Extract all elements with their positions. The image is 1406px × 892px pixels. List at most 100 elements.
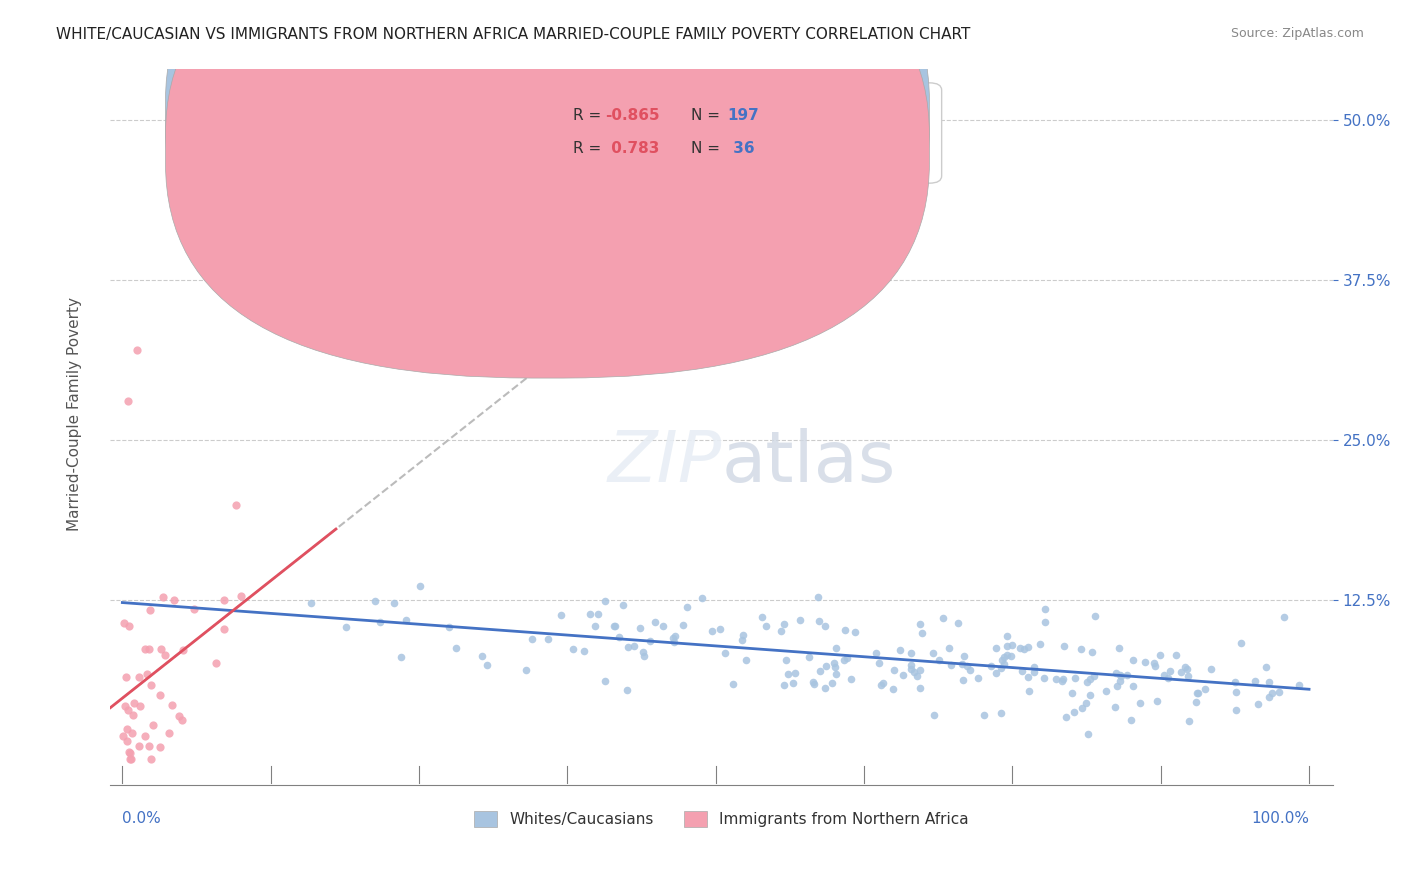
Point xyxy=(128,739,150,754)
Point xyxy=(1159,664,1181,678)
Point xyxy=(607,630,630,644)
Point xyxy=(160,698,183,712)
Point xyxy=(824,660,846,674)
Point xyxy=(941,658,963,673)
Point xyxy=(382,596,405,610)
Point xyxy=(834,623,856,637)
Point xyxy=(1074,697,1097,711)
Point xyxy=(1122,653,1144,667)
Point xyxy=(1268,685,1291,699)
Point xyxy=(1175,663,1198,677)
Point xyxy=(755,618,778,632)
Point xyxy=(408,578,430,592)
Point xyxy=(1288,678,1310,692)
Point xyxy=(808,615,831,629)
Point xyxy=(139,752,162,766)
Text: 100.0%: 100.0% xyxy=(1251,811,1309,826)
Point xyxy=(475,658,498,673)
Point xyxy=(118,619,141,633)
Point xyxy=(139,677,162,691)
Point xyxy=(1077,726,1099,740)
Point xyxy=(1078,689,1101,703)
Point xyxy=(616,640,638,654)
Point xyxy=(1261,686,1284,700)
Point xyxy=(1084,608,1107,623)
Point xyxy=(1045,672,1067,686)
Text: atlas: atlas xyxy=(721,428,896,497)
Point xyxy=(773,617,796,632)
Point xyxy=(115,722,138,736)
Point xyxy=(713,646,735,660)
Text: 197: 197 xyxy=(728,108,759,122)
Point xyxy=(908,681,931,696)
Point xyxy=(1000,638,1022,652)
Point xyxy=(844,625,866,640)
Point xyxy=(157,726,180,740)
Point xyxy=(690,591,713,605)
Point xyxy=(803,677,825,691)
Point xyxy=(138,642,160,657)
Point xyxy=(1178,714,1201,728)
Point xyxy=(1146,693,1168,707)
Point xyxy=(1174,659,1197,673)
Point xyxy=(952,673,974,688)
Point xyxy=(751,610,773,624)
Point xyxy=(299,596,322,610)
Point xyxy=(789,613,811,627)
Point xyxy=(1028,637,1050,651)
Point xyxy=(183,602,205,616)
Point xyxy=(583,619,606,633)
Point xyxy=(1115,668,1137,682)
Point xyxy=(112,616,135,631)
Point xyxy=(141,718,163,732)
Point xyxy=(335,620,357,634)
Point xyxy=(1153,667,1175,681)
Point xyxy=(1022,665,1045,680)
Text: -0.865: -0.865 xyxy=(606,108,661,122)
Point xyxy=(112,729,135,743)
Point xyxy=(368,615,391,630)
Point xyxy=(1018,683,1040,698)
Point xyxy=(652,619,675,633)
Point xyxy=(1064,671,1087,685)
FancyBboxPatch shape xyxy=(502,83,942,183)
Point xyxy=(832,653,855,667)
Point xyxy=(214,623,236,637)
Text: R =: R = xyxy=(572,108,606,122)
Point xyxy=(1121,713,1143,727)
Point xyxy=(1054,710,1077,724)
Point xyxy=(1225,703,1247,717)
Point xyxy=(114,670,136,684)
Point xyxy=(1177,668,1199,682)
Point xyxy=(769,624,792,639)
Point xyxy=(783,665,806,680)
Point xyxy=(152,591,174,605)
Point xyxy=(129,699,152,714)
Point xyxy=(1108,640,1130,655)
Point xyxy=(967,671,990,685)
Point xyxy=(928,653,950,667)
Point xyxy=(953,649,976,664)
Point xyxy=(1143,656,1166,670)
Point xyxy=(835,651,858,665)
Point xyxy=(814,681,837,696)
Point xyxy=(778,667,800,681)
Point xyxy=(868,656,890,670)
Point xyxy=(905,669,928,683)
Point xyxy=(139,602,162,616)
Point xyxy=(891,667,914,681)
Point xyxy=(662,635,685,649)
Point xyxy=(997,648,1019,662)
Point xyxy=(1070,641,1092,656)
Point xyxy=(1201,662,1223,676)
Point xyxy=(134,641,156,656)
Point xyxy=(731,628,754,642)
Point xyxy=(772,678,794,692)
Point xyxy=(118,746,141,760)
Point xyxy=(900,646,922,660)
Point xyxy=(709,622,731,636)
Point xyxy=(1052,672,1074,686)
Point xyxy=(1223,675,1246,690)
Point xyxy=(212,593,235,607)
Point xyxy=(586,607,609,621)
